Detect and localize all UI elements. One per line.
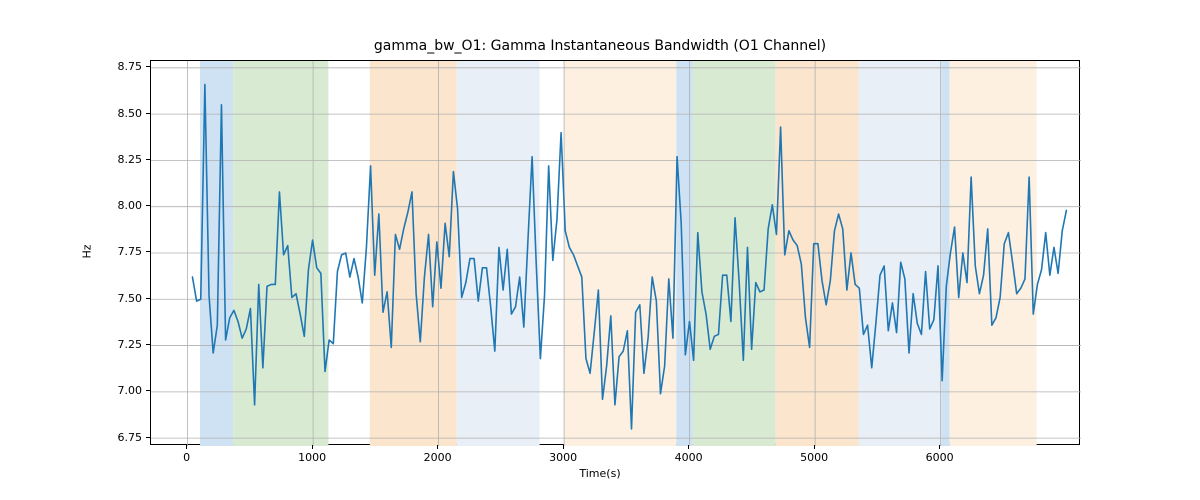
x-tick-label: 6000 bbox=[926, 451, 954, 464]
y-tick bbox=[146, 159, 150, 160]
y-tick-label: 8.75 bbox=[118, 60, 143, 73]
x-tick-label: 2000 bbox=[424, 451, 452, 464]
y-tick bbox=[146, 390, 150, 391]
plot-area bbox=[150, 60, 1080, 445]
y-tick bbox=[146, 251, 150, 252]
y-tick-label: 6.75 bbox=[118, 431, 143, 444]
x-tick-label: 0 bbox=[183, 451, 190, 464]
y-tick-label: 7.50 bbox=[118, 292, 143, 305]
x-tick bbox=[688, 445, 689, 449]
x-tick bbox=[563, 445, 564, 449]
y-tick bbox=[146, 298, 150, 299]
x-tick-label: 4000 bbox=[675, 451, 703, 464]
y-tick bbox=[146, 344, 150, 345]
x-tick bbox=[939, 445, 940, 449]
figure: gamma_bw_O1: Gamma Instantaneous Bandwid… bbox=[0, 0, 1200, 500]
y-tick-label: 8.00 bbox=[118, 199, 143, 212]
shaded-band bbox=[776, 61, 859, 446]
plot-svg bbox=[151, 61, 1081, 446]
y-tick-label: 7.75 bbox=[118, 245, 143, 258]
y-tick bbox=[146, 437, 150, 438]
shaded-band bbox=[941, 61, 949, 446]
y-tick-label: 8.50 bbox=[118, 107, 143, 120]
x-tick bbox=[312, 445, 313, 449]
shaded-band bbox=[676, 61, 693, 446]
y-tick bbox=[146, 66, 150, 67]
x-tick bbox=[437, 445, 438, 449]
x-tick bbox=[186, 445, 187, 449]
shaded-band bbox=[859, 61, 942, 446]
x-tick-label: 3000 bbox=[549, 451, 577, 464]
y-tick bbox=[146, 113, 150, 114]
x-tick-label: 5000 bbox=[800, 451, 828, 464]
y-tick-label: 8.25 bbox=[118, 153, 143, 166]
y-tick-label: 7.25 bbox=[118, 338, 143, 351]
chart-title: gamma_bw_O1: Gamma Instantaneous Bandwid… bbox=[0, 38, 1200, 54]
y-tick-label: 7.00 bbox=[118, 384, 143, 397]
x-axis-label: Time(s) bbox=[0, 467, 1200, 480]
y-axis-label: Hz bbox=[81, 244, 94, 258]
x-tick bbox=[814, 445, 815, 449]
y-tick bbox=[146, 205, 150, 206]
x-tick-label: 1000 bbox=[298, 451, 326, 464]
